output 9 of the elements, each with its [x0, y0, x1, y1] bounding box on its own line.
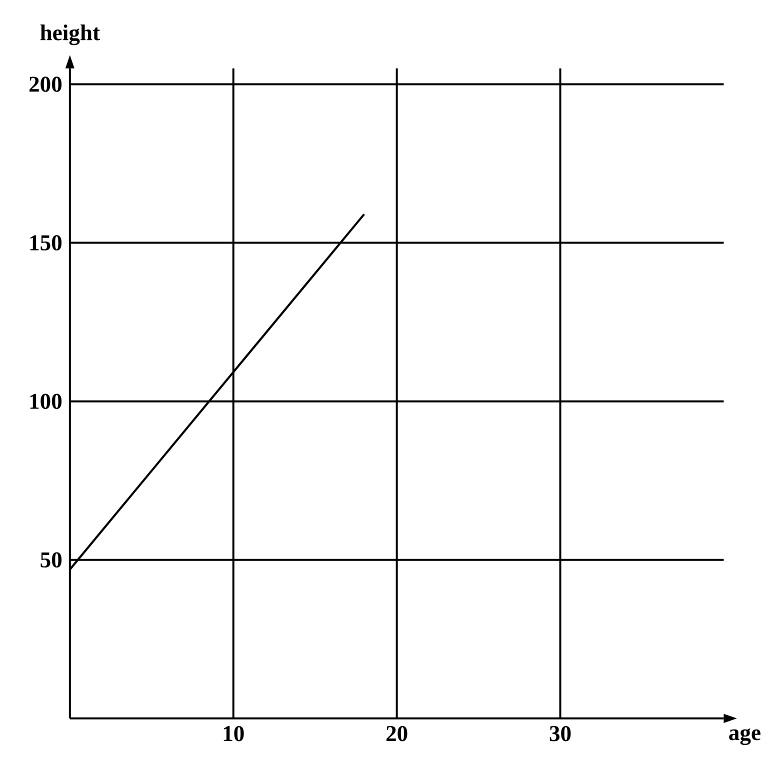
y-tick-label: 200	[30, 76, 62, 92]
y-tick-label: 50	[40, 552, 62, 568]
y-tick-label: 150	[30, 235, 62, 250]
x-tick-label: 20	[386, 726, 408, 742]
x-axis-title: age	[729, 728, 760, 745]
x-tick-label: 30	[550, 726, 571, 742]
x-tick-label: 10	[224, 726, 244, 742]
y-axis-title: height	[40, 24, 100, 46]
y-tick-label: 100	[30, 394, 62, 409]
